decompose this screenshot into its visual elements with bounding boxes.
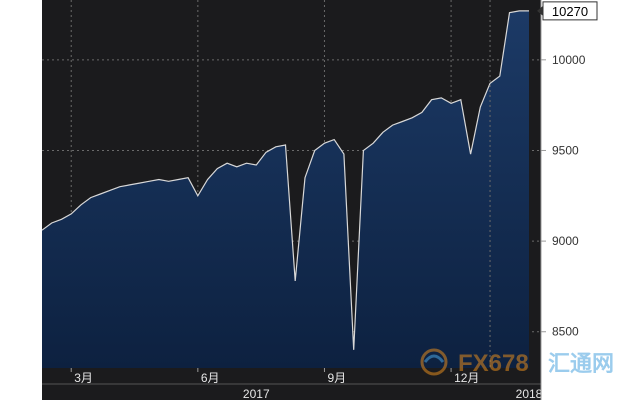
x-year-label: 2017 [243, 387, 270, 400]
x-tick-label: 12月 [454, 371, 479, 385]
x-year-label: 2018 [516, 387, 543, 400]
y-tick-label: 10000 [552, 53, 586, 67]
y-tick-label: 9000 [552, 234, 579, 248]
series-area-fill [42, 10, 529, 369]
watermark-logo: FX678 汇通网 [420, 348, 614, 377]
x-tick-label: 9月 [327, 371, 346, 385]
series-line [41, 10, 529, 350]
x-tick-label: 3月 [74, 371, 93, 385]
last-value-pointer [537, 5, 543, 16]
series-area-group [41, 10, 529, 369]
last-value-label: 10270 [552, 4, 588, 19]
watermark-text: FX678 [458, 350, 529, 377]
watermark-cn-text: 汇通网 [548, 351, 614, 376]
x-tick-label: 6月 [201, 371, 220, 385]
y-tick-label: 8500 [552, 325, 579, 339]
y-tick-label: 9500 [552, 143, 579, 157]
y-axis: 8500 9000 9500 10000 10270 [537, 0, 598, 400]
x-axis: 3月 6月 9月 12月 2017 2018 [42, 368, 543, 401]
